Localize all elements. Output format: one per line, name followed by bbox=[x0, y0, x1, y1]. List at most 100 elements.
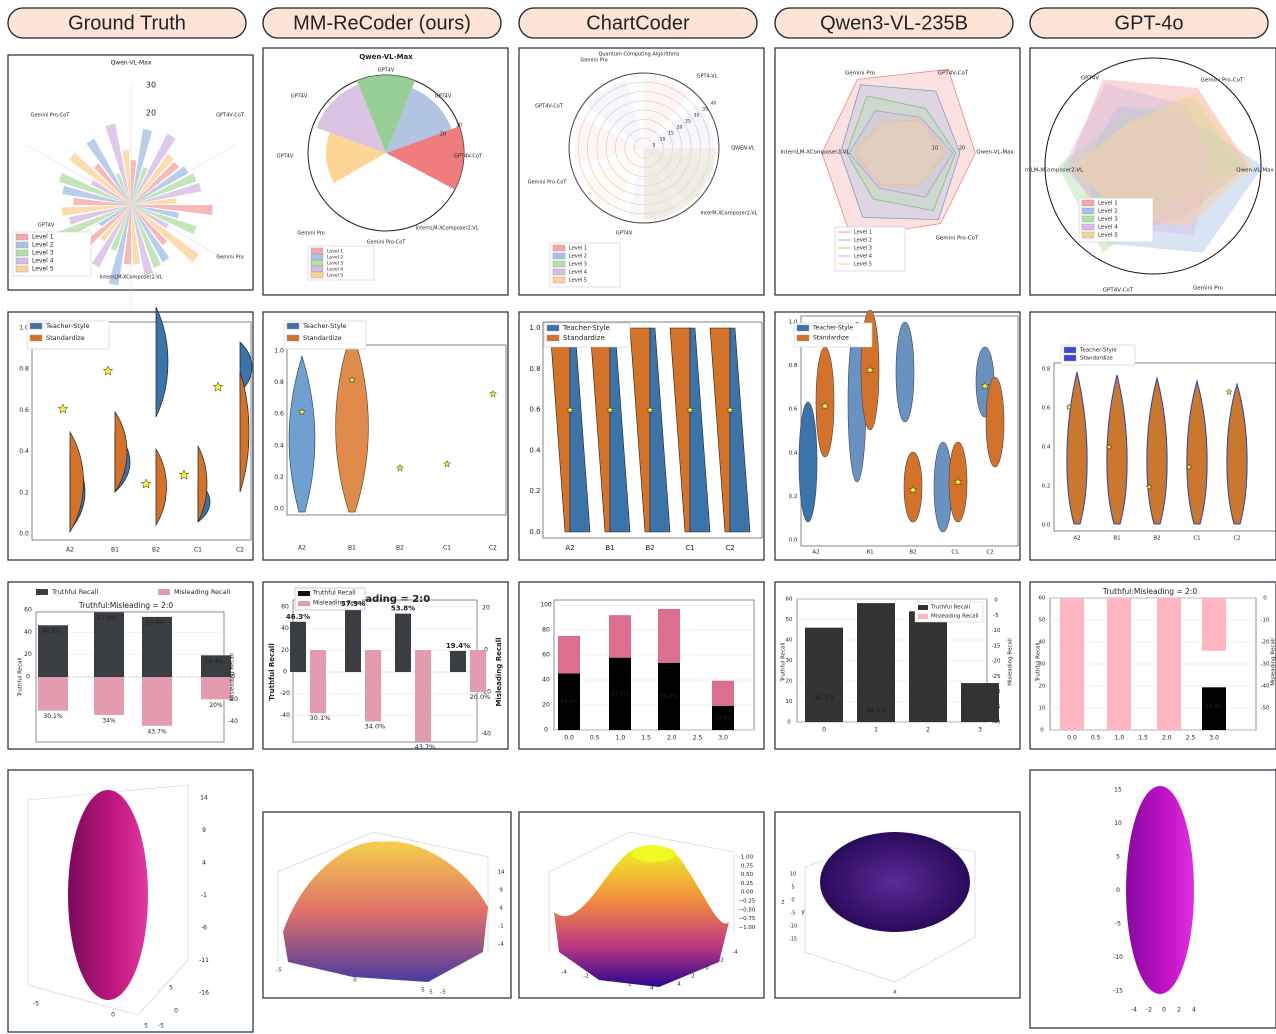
legend-label: Teacher-Style bbox=[562, 324, 610, 332]
star bbox=[140, 478, 152, 489]
label: GPT4V bbox=[616, 231, 633, 237]
label: 14 bbox=[498, 870, 505, 876]
label: Truthful:Misleading = 2:0 bbox=[78, 601, 173, 610]
pane-edge bbox=[894, 936, 976, 983]
legend-label: Level 4 bbox=[32, 258, 54, 265]
wedge bbox=[131, 205, 141, 265]
bar-misleading bbox=[38, 677, 68, 711]
legend-label: Teacher-Style bbox=[812, 325, 853, 332]
x-tick-label: B2 bbox=[152, 547, 160, 554]
pane-edge bbox=[548, 831, 630, 873]
legend-label: Level 5 bbox=[569, 278, 587, 284]
wedge bbox=[574, 118, 644, 167]
star bbox=[726, 405, 734, 414]
star bbox=[865, 365, 875, 374]
legend-label: Level 1 bbox=[1098, 201, 1118, 207]
wedge bbox=[122, 150, 131, 205]
violin-half bbox=[729, 327, 751, 533]
label: Gemini Pro-CoT bbox=[31, 113, 71, 119]
legend-swatch bbox=[546, 324, 560, 332]
wedge bbox=[131, 205, 154, 276]
wedge bbox=[587, 80, 644, 148]
x-tick-label: C2 bbox=[725, 544, 734, 552]
violin bbox=[335, 328, 369, 513]
y-tick-label: 0.4 bbox=[274, 442, 284, 449]
star bbox=[1105, 443, 1113, 450]
label: InterM-XComposer2-VL bbox=[701, 211, 758, 217]
legend-swatch bbox=[1081, 215, 1095, 223]
wedge bbox=[131, 205, 169, 229]
violin bbox=[895, 321, 915, 423]
label: Gemini Pro bbox=[216, 255, 243, 261]
y-tick-label: 0.6 bbox=[19, 407, 29, 414]
y-tick-label: 0 bbox=[1116, 887, 1120, 894]
x-tick-label: B1 bbox=[111, 547, 119, 554]
violin bbox=[1146, 376, 1168, 525]
legend-label: Standardize bbox=[563, 334, 605, 342]
wedge bbox=[131, 205, 199, 263]
x-tick-label: 1.0 bbox=[1115, 735, 1125, 742]
y-tick-label: 0.2 bbox=[789, 494, 798, 500]
label: 35 bbox=[702, 107, 708, 113]
y-tick-label: 10 bbox=[1114, 820, 1122, 827]
label: 20 bbox=[146, 109, 156, 118]
label: 10 bbox=[932, 146, 938, 152]
label: 20 bbox=[959, 146, 965, 152]
label: 53.8% bbox=[660, 694, 677, 700]
legend-label: Level 4 bbox=[1098, 225, 1118, 231]
x-tick-label: A2 bbox=[1073, 536, 1080, 542]
wedge bbox=[73, 197, 131, 205]
radar-area bbox=[1063, 83, 1213, 236]
star bbox=[606, 405, 614, 414]
legend-label: Level 1 bbox=[854, 230, 872, 236]
y-tick-label: 0 bbox=[26, 674, 30, 681]
label: Gemini Pro bbox=[580, 58, 607, 64]
label: 9 bbox=[499, 888, 503, 894]
legend-swatch bbox=[552, 244, 566, 252]
label: z bbox=[781, 899, 784, 906]
y-tick-label: 0.0 bbox=[19, 531, 29, 538]
legend-swatch bbox=[796, 324, 810, 332]
legend-swatch bbox=[1063, 346, 1077, 354]
label: 5 bbox=[421, 988, 425, 994]
y-tick-label: 0.0 bbox=[1042, 523, 1051, 529]
label: 34% bbox=[102, 717, 116, 724]
legend-label: Level 1 bbox=[569, 246, 587, 252]
legend-label: Standardize bbox=[813, 335, 849, 342]
x-tick-label: -4 bbox=[1131, 1007, 1137, 1014]
panel: 01020304050600-5-10-15-20-25-30-35-4030.… bbox=[774, 581, 1021, 750]
legend-label: Level 2 bbox=[854, 238, 872, 244]
radar-circle bbox=[568, 72, 720, 224]
star bbox=[489, 389, 497, 398]
bar-misleading bbox=[201, 677, 231, 700]
violin-half bbox=[197, 445, 208, 523]
bar-truthful bbox=[345, 609, 361, 672]
star bbox=[1145, 483, 1153, 490]
label: -2 bbox=[583, 974, 588, 980]
x-tick-label: C1 bbox=[685, 544, 694, 552]
bar-misleading bbox=[470, 650, 486, 692]
label: 4 bbox=[650, 986, 654, 992]
legend-swatch bbox=[552, 276, 566, 284]
label: 20.0% bbox=[470, 693, 491, 701]
pane-edge bbox=[137, 959, 189, 1016]
label: GPT4V-CoT bbox=[454, 154, 483, 160]
plot-frame bbox=[286, 344, 507, 516]
bar-misleading bbox=[558, 635, 580, 674]
x-tick-label: B1 bbox=[1113, 536, 1120, 542]
plot-frame bbox=[542, 321, 763, 539]
x-tick-label: C1 bbox=[443, 545, 451, 552]
pane-edge bbox=[277, 831, 374, 873]
star bbox=[212, 381, 224, 392]
panel: Qwen-VL-Max 30 20 GPT4V-CoT Gemini Pro-CoT GP… bbox=[7, 54, 254, 325]
label: InternLM-XComposer2-VL bbox=[780, 150, 850, 156]
label: Gemini Pro bbox=[297, 231, 324, 237]
violin bbox=[1066, 371, 1088, 525]
legend-swatch bbox=[310, 259, 324, 267]
legend-swatch bbox=[15, 257, 29, 265]
y-tick-label: 0 bbox=[787, 720, 791, 726]
y-tick-label: 60 bbox=[24, 606, 32, 613]
radar-area bbox=[821, 68, 976, 238]
legend-label: Level 2 bbox=[327, 255, 343, 261]
label: 43.7% bbox=[415, 743, 436, 751]
